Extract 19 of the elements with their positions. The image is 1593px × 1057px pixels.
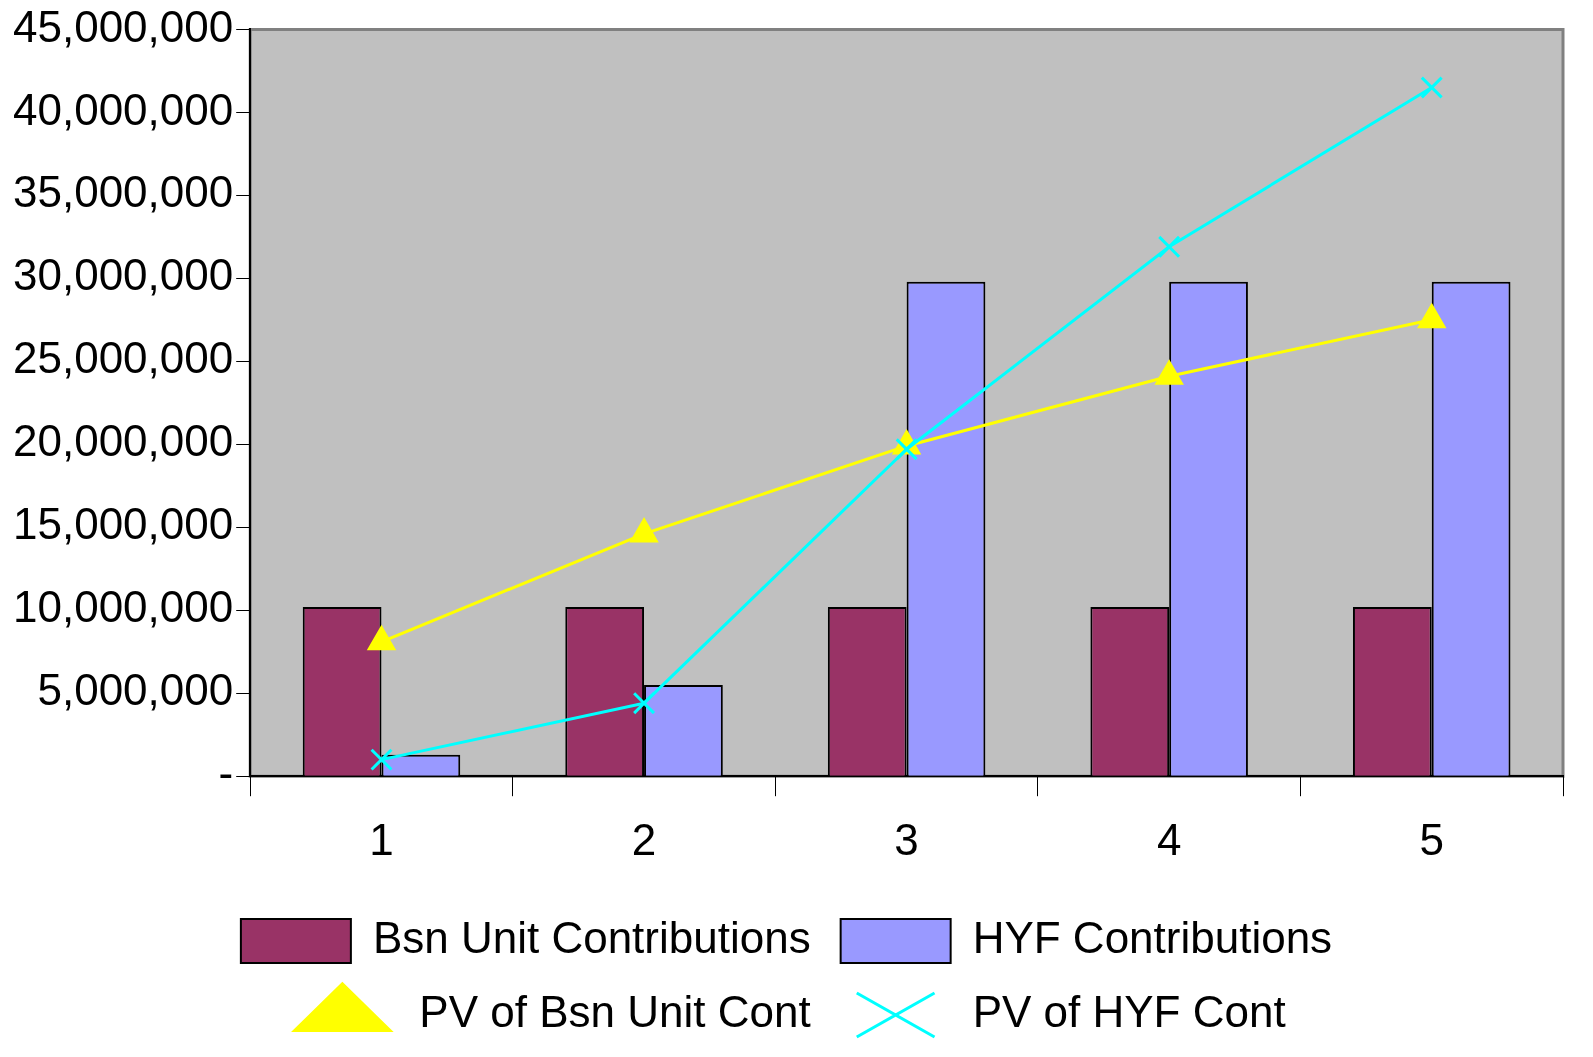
y-tick-label: 45,000,000 (13, 1, 234, 51)
legend-label: PV of Bsn Unit Cont (419, 987, 811, 1037)
y-tick-label: 40,000,000 (13, 84, 234, 134)
legend-label: Bsn Unit Contributions (372, 913, 811, 963)
x-tick-label: 5 (1419, 814, 1444, 864)
legend-label: PV of HYF Cont (972, 987, 1286, 1037)
y-tick-label: 10,000,000 (13, 582, 234, 632)
y-tick-label: 35,000,000 (13, 167, 234, 217)
x-tick-label: 2 (631, 814, 657, 864)
x-tick-label: 3 (894, 814, 919, 864)
y-tick-label: - (218, 748, 234, 798)
x-tick-label: 4 (1156, 814, 1182, 864)
y-tick-label: 30,000,000 (13, 250, 234, 300)
y-tick-label: 15,000,000 (13, 499, 234, 549)
y-tick-label: 20,000,000 (13, 416, 234, 466)
x-tick-label: 1 (369, 814, 394, 864)
y-tick-label: 5,000,000 (37, 665, 234, 715)
legend-label: HYF Contributions (972, 913, 1333, 963)
y-tick-label: 25,000,000 (13, 333, 234, 383)
